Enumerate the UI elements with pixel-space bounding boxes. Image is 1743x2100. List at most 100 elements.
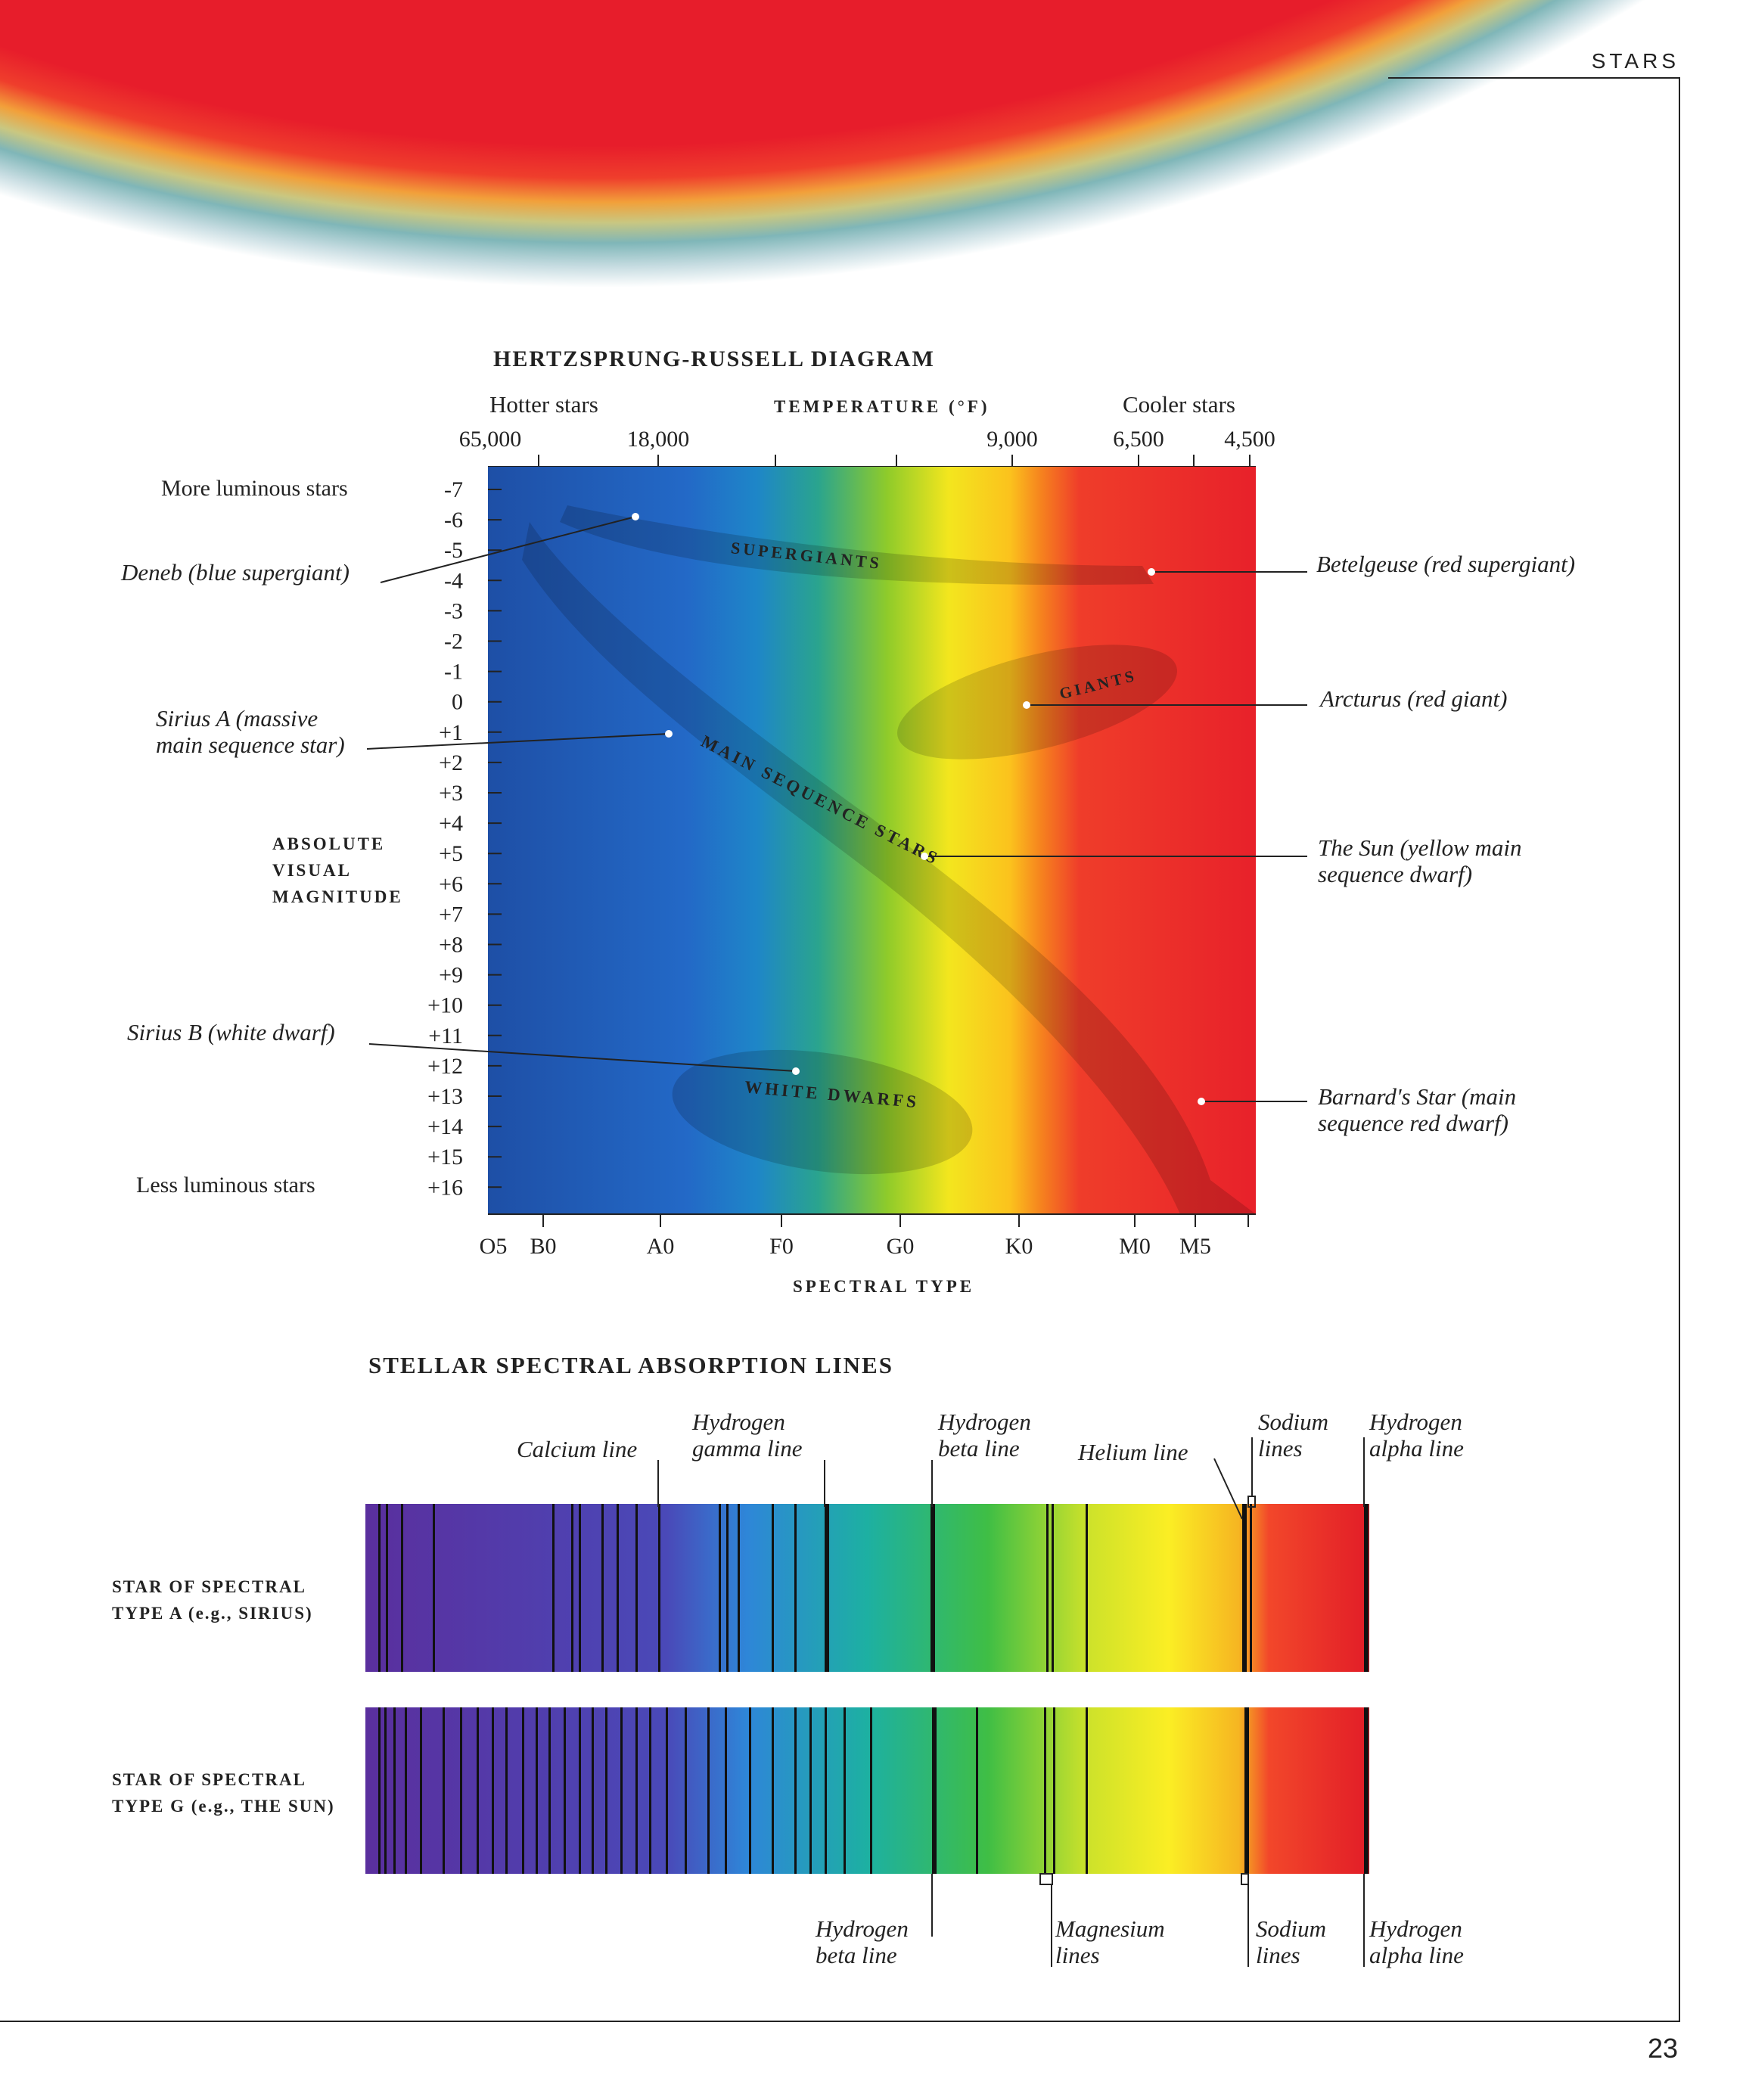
magnesium-label-2: lines — [1055, 1942, 1100, 1968]
star-label-barnard-2: sequence red dwarf) — [1318, 1110, 1508, 1136]
absorption-line — [666, 1707, 668, 1874]
helium-leader — [1213, 1458, 1243, 1520]
absorption-line — [420, 1707, 422, 1874]
absorption-line — [571, 1504, 573, 1672]
star-barnard: Barnard's Star (main sequence red dwarf) — [1198, 1083, 1516, 1136]
h-alpha-top-label-2: alpha line — [1369, 1435, 1464, 1462]
absorption-line — [931, 1504, 935, 1672]
absorption-line — [635, 1504, 638, 1672]
magnitude-tick-label: -7 — [444, 477, 463, 502]
magnitude-tick-label: -4 — [444, 568, 463, 593]
magnitude-tick-label: -3 — [444, 598, 463, 623]
star-label-betelgeuse: Betelgeuse (red supergiant) — [1316, 551, 1575, 577]
absorption-line — [1244, 1707, 1249, 1874]
magnitude-axis-label: ABSOLUTE VISUAL MAGNITUDE — [272, 834, 401, 906]
absorption-line — [649, 1707, 651, 1874]
spectrum-type-a — [365, 1504, 1369, 1672]
absorption-line — [794, 1707, 797, 1874]
absorption-line — [844, 1707, 846, 1874]
absorption-line — [1086, 1707, 1088, 1874]
magnitude-ticks: -7 -6 -5 -4 -3 -2 -1 0 +1 +2 +3 +4 +5 +6 +7 +8 +9 +10 +11 +… — [427, 477, 502, 1200]
magnitude-tick-label: -5 — [444, 538, 463, 563]
spectral-type-label: G0 — [887, 1234, 915, 1259]
page-border — [0, 77, 1680, 2022]
temperature-tick-label: 65,000 — [459, 427, 522, 452]
hr-diagram: HERTZSPRUNG-RUSSELL DIAGRAM Hotter stars… — [120, 346, 1575, 1296]
magnitude-tick-label: +5 — [439, 841, 463, 866]
hotter-stars-label: Hotter stars — [489, 391, 598, 418]
helium-line-label: Helium line — [1077, 1439, 1188, 1465]
absorption-line — [738, 1504, 740, 1672]
absorption-line — [1086, 1504, 1088, 1672]
star-label-barnard-1: Barnard's Star (main — [1318, 1083, 1516, 1110]
temperature-axis-label: TEMPERATURE (°F) — [774, 397, 990, 416]
star-dot — [1148, 568, 1155, 576]
absorption-line — [617, 1504, 619, 1672]
absorption-line — [592, 1707, 594, 1874]
spectral-type-label: B0 — [530, 1234, 556, 1259]
h-gamma-label-2: gamma line — [692, 1435, 803, 1462]
section-label: STARS — [1592, 49, 1679, 73]
star-dot — [921, 853, 928, 860]
absorption-lines-type-a — [378, 1504, 1369, 1672]
star-label-arcturus: Arcturus (red giant) — [1319, 685, 1507, 712]
absorption-line — [658, 1504, 660, 1672]
absorption-line — [401, 1504, 403, 1672]
temperature-tick-label: 18,000 — [627, 427, 690, 452]
sodium-top-label-2: lines — [1258, 1435, 1303, 1462]
absorption-line — [719, 1504, 721, 1672]
star-surface-arc — [0, 0, 1645, 287]
main-sequence-region — [522, 522, 1256, 1214]
absorption-line — [1053, 1707, 1055, 1874]
star-arcturus: Arcturus (red giant) — [1023, 685, 1507, 712]
spectrum-a-label-1: STAR OF SPECTRAL — [112, 1577, 306, 1596]
absorption-line — [635, 1707, 638, 1874]
magnesium-bracket — [1039, 1873, 1053, 1885]
absorption-line — [548, 1707, 551, 1874]
magnitude-tick-label: +14 — [427, 1114, 463, 1139]
magnitude-label-line-2: VISUAL — [272, 861, 352, 880]
cooler-stars-label: Cooler stars — [1123, 391, 1235, 418]
page-number: 23 — [1648, 2033, 1678, 2064]
less-luminous-label: Less luminous stars — [136, 1173, 315, 1198]
magnitude-tick-label: +7 — [439, 902, 463, 927]
absorption-line — [522, 1707, 524, 1874]
magnitude-tick-label: +1 — [439, 720, 463, 745]
magnitude-tick-label: +13 — [427, 1084, 463, 1109]
absorption-line — [477, 1707, 479, 1874]
absorption-line — [825, 1707, 827, 1874]
white-dwarfs-region — [672, 1049, 973, 1175]
magnitude-tick-label: +15 — [427, 1145, 463, 1170]
star-dot — [632, 513, 639, 520]
absorption-line — [1052, 1504, 1054, 1672]
spectral-type-label: O5 — [480, 1234, 508, 1259]
spectral-type-ticks: O5 B0 A0 F0 G0 K0 M0 M5 — [480, 1213, 1256, 1259]
h-gamma-label-1: Hydrogen — [691, 1409, 785, 1435]
star-sirius-a: Sirius A (massive main sequence star) — [156, 705, 673, 758]
star-dot — [792, 1067, 800, 1075]
h-alpha-bottom-label-2: alpha line — [1369, 1942, 1464, 1968]
absorption-line — [772, 1707, 774, 1874]
calcium-line-label: Calcium line — [517, 1436, 638, 1462]
absorption-lines-type-g — [378, 1707, 1369, 1874]
supergiants-region — [560, 505, 1154, 586]
absorption-line — [492, 1707, 494, 1874]
absorption-line — [601, 1504, 604, 1672]
magnitude-tick-label: +2 — [439, 750, 463, 775]
absorption-line — [726, 1504, 729, 1672]
absorption-line — [378, 1504, 381, 1672]
absorption-line — [685, 1707, 687, 1874]
magnitude-tick-label: -2 — [444, 629, 463, 654]
spectral-type-label: M5 — [1179, 1234, 1211, 1259]
star-dot — [665, 730, 673, 738]
spectral-type-label: M0 — [1119, 1234, 1151, 1259]
absorption-line — [443, 1707, 445, 1874]
absorption-line — [564, 1707, 566, 1874]
absorption-line — [749, 1707, 751, 1874]
magnitude-tick-label: +8 — [439, 933, 463, 958]
temperature-tick-label: 4,500 — [1224, 427, 1275, 452]
magnitude-tick-label: 0 — [452, 690, 463, 715]
spectrum-g-label-1: STAR OF SPECTRAL — [112, 1770, 306, 1789]
spectral-type-axis-label: SPECTRAL TYPE — [793, 1277, 974, 1296]
hr-plot-area — [488, 467, 1256, 1214]
